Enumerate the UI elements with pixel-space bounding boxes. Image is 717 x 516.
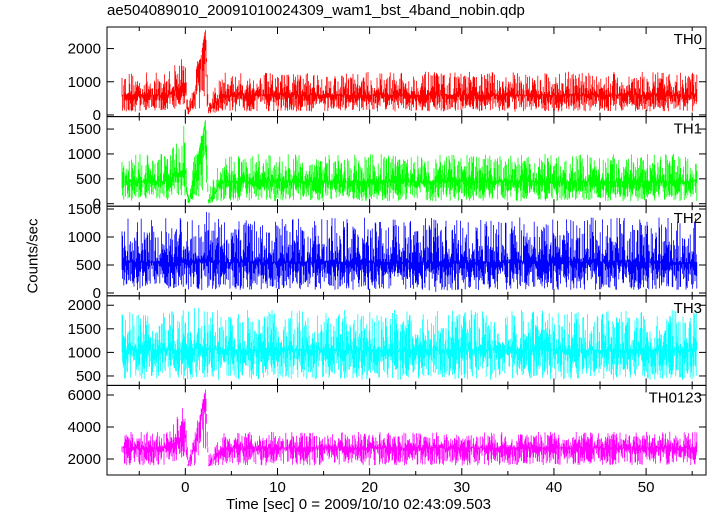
- x-tick-label: 30: [453, 479, 470, 496]
- y-tick-label-th1: 500: [76, 171, 101, 188]
- y-tick-label-th3: 1500: [68, 321, 101, 338]
- y-tick-label-th0123: 2000: [68, 451, 101, 468]
- y-tick-label-th2: 0: [93, 285, 101, 302]
- y-tick-label-th0: 0: [93, 107, 101, 124]
- x-axis-label: Time [sec] 0 = 2009/10/10 02:43:09.503: [225, 496, 492, 513]
- series-label-th3: TH3: [674, 300, 702, 317]
- y-tick-label-th1: 1500: [68, 121, 101, 138]
- y-tick-label-th1: 0: [93, 196, 101, 213]
- y-tick-label-th3: 1000: [68, 344, 101, 361]
- y-tick-label-th2: 500: [76, 257, 101, 274]
- series-line-th2: [121, 212, 698, 292]
- y-tick-label-th2: 1000: [68, 229, 101, 246]
- chart-title: ae504089010_20091010024309_wam1_bst_4ban…: [107, 2, 525, 19]
- x-tick-label: 40: [546, 479, 563, 496]
- x-tick-label: 50: [638, 479, 655, 496]
- y-tick-label-th2: 1500: [68, 201, 101, 218]
- series-line-th3: [121, 307, 698, 380]
- series-label-th2: TH2: [674, 210, 702, 227]
- series-line-th0: [121, 29, 698, 115]
- x-tick-label: 0: [181, 479, 189, 496]
- panel-frame-th0123: [106, 384, 707, 476]
- x-tick-label: 20: [361, 479, 378, 496]
- series-label-th0123: TH0123: [649, 389, 702, 406]
- y-tick-label-th0: 1000: [68, 74, 101, 91]
- series-line-th1: [121, 119, 698, 204]
- y-tick-label-th3: 2000: [68, 297, 101, 314]
- y-tick-label-th0123: 6000: [68, 387, 101, 404]
- y-tick-label-th0123: 4000: [68, 419, 101, 436]
- y-axis-label: Counts/sec: [24, 218, 42, 294]
- series-label-th1: TH1: [674, 121, 702, 138]
- y-tick-label-th3: 500: [76, 368, 101, 385]
- y-tick-label-th1: 1000: [68, 146, 101, 163]
- series-line-th0123: [121, 389, 698, 467]
- series-label-th0: TH0: [674, 31, 702, 48]
- x-tick-label: 10: [269, 479, 286, 496]
- y-tick-label-th0: 2000: [68, 41, 101, 58]
